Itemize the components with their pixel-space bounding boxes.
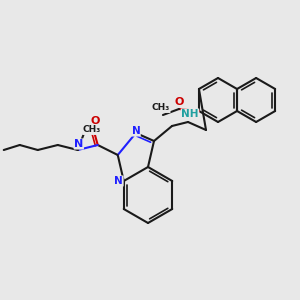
Text: N: N xyxy=(114,176,123,186)
Text: N: N xyxy=(74,139,83,149)
Text: O: O xyxy=(174,97,184,107)
Text: CH₃: CH₃ xyxy=(82,125,101,134)
Text: O: O xyxy=(90,116,99,126)
Text: CH₃: CH₃ xyxy=(152,103,170,112)
Text: NH: NH xyxy=(181,109,199,119)
Text: N: N xyxy=(131,126,140,136)
